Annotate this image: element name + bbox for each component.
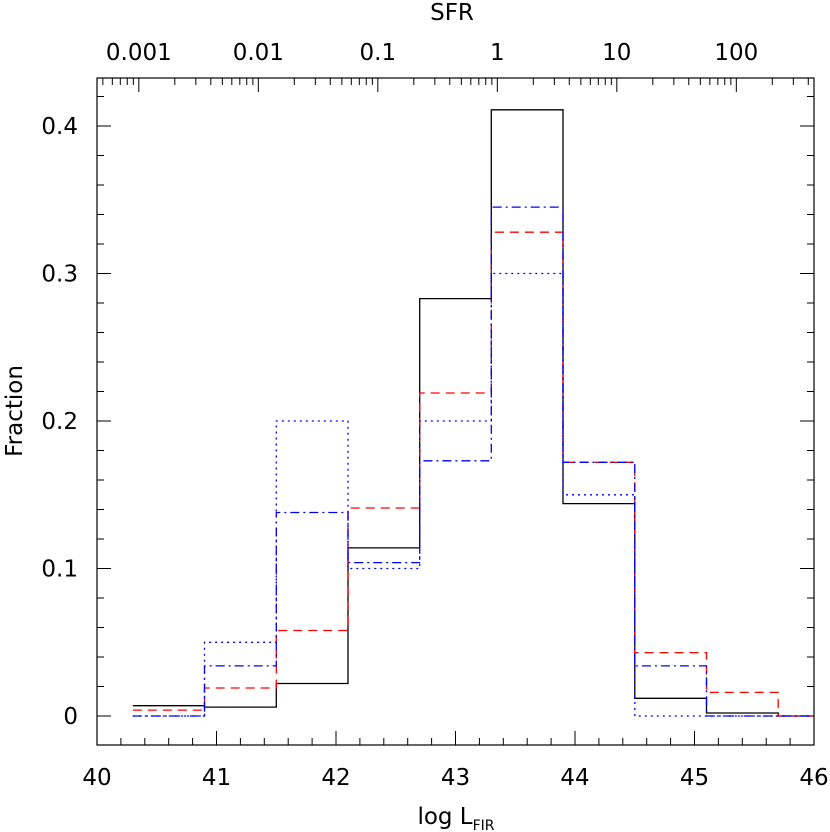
- x-tick-label: 41: [202, 765, 231, 791]
- x-tick-label: 46: [799, 765, 828, 791]
- series-dashed-histogram: [132, 231, 814, 717]
- top-tick-label: 100: [714, 40, 758, 66]
- series-layer: [132, 109, 814, 717]
- axis-ticks: [96, 78, 815, 745]
- top-tick-label: 0.01: [233, 40, 284, 66]
- y-tick-label: 0.1: [41, 557, 78, 583]
- plot-frame: [96, 77, 815, 746]
- x-tick-label: 42: [321, 765, 350, 791]
- y-tick-label: 0: [63, 704, 78, 730]
- series-dotted-histogram: [132, 272, 814, 717]
- y-tick-label: 0.2: [41, 409, 78, 435]
- y-tick-label: 0.4: [41, 114, 78, 140]
- top-tick-label: 1: [490, 40, 505, 66]
- y-axis-label: Fraction: [2, 365, 28, 457]
- top-tick-label: 0.1: [360, 40, 397, 66]
- series-solid-histogram: [132, 109, 814, 717]
- tick-labels: 40 41 42 43 44 45 46 0.001 0.01 0.1 1 10 100 0 0.1 0.2 0…: [41, 40, 828, 791]
- x-axis-label: log LFIR: [417, 804, 494, 832]
- x-tick-label: 43: [441, 765, 470, 791]
- y-tick-label: 0.3: [41, 262, 78, 288]
- x-tick-label: 44: [560, 765, 589, 791]
- x-tick-label: 40: [82, 765, 111, 791]
- x-axis-label-subscript: FIR: [473, 818, 495, 832]
- series-dashdot-histogram: [132, 206, 814, 717]
- x-tick-label: 45: [680, 765, 709, 791]
- x-axis-label-main: log L: [417, 804, 472, 830]
- top-tick-label: 0.001: [106, 40, 172, 66]
- top-axis-title: SFR: [430, 0, 474, 26]
- top-tick-label: 10: [602, 40, 631, 66]
